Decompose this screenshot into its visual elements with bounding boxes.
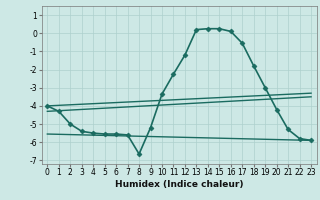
X-axis label: Humidex (Indice chaleur): Humidex (Indice chaleur) xyxy=(115,180,244,189)
